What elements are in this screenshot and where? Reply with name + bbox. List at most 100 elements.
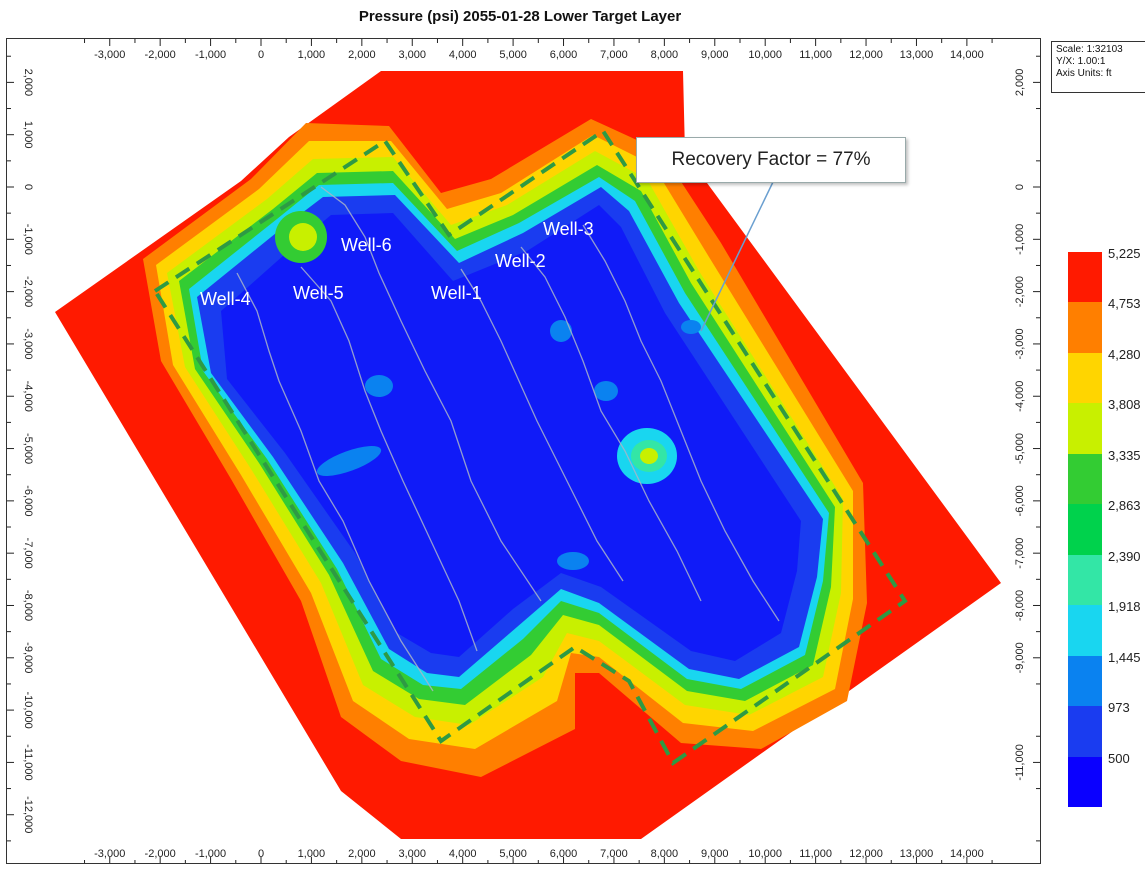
- x-tick-label-bottom: 11,000: [799, 848, 832, 860]
- x-tick-label-bottom: -1,000: [195, 848, 226, 860]
- x-tick-label-top: 8,000: [651, 49, 679, 61]
- x-tick-label-top: -1,000: [195, 49, 226, 61]
- x-tick-label-bottom: 9,000: [701, 848, 729, 860]
- chart-title: Pressure (psi) 2055-01-28 Lower Target L…: [358, 8, 682, 25]
- legend-label: 2,390: [1108, 548, 1141, 564]
- legend-swatch: [1068, 504, 1102, 556]
- x-tick-label-top: 12,000: [849, 49, 883, 61]
- x-tick-label-bottom: 3,000: [398, 848, 426, 860]
- recovery-factor-callout: Recovery Factor = 77%: [636, 137, 906, 183]
- x-tick-label-top: 4,000: [449, 49, 477, 61]
- x-tick-label-top: 9,000: [701, 49, 729, 61]
- legend-swatch: [1068, 252, 1102, 303]
- legend-swatch: [1068, 403, 1102, 455]
- spot-bottom: [557, 552, 589, 570]
- boundary-dashed: [152, 128, 908, 766]
- well-label-well-5: Well-5: [293, 283, 344, 303]
- x-tick-label-top: 5,000: [499, 49, 527, 61]
- well-traces: [236, 186, 780, 692]
- legend-label: 4,280: [1108, 346, 1141, 362]
- well-label-well-2: Well-2: [495, 251, 546, 271]
- x-tick-label-top: 14,000: [950, 49, 984, 61]
- spot-well-2: [550, 320, 572, 342]
- y-tick-label-right: -1,000: [1014, 224, 1026, 255]
- x-tick-label-bottom: 0: [258, 848, 264, 860]
- y-tick-label-right: -3,000: [1014, 328, 1026, 359]
- legend-swatch: [1068, 453, 1102, 505]
- x-tick-label-top: 1,000: [298, 49, 326, 61]
- x-tick-label-bottom: 10,000: [748, 848, 782, 860]
- legend-swatch: [1068, 554, 1102, 606]
- y-tick-label-right: -4,000: [1014, 381, 1026, 412]
- y-tick-label-left: -11,000: [22, 744, 34, 781]
- y-tick-label-right: 2,000: [1014, 69, 1026, 97]
- x-tick-label-bottom: 4,000: [449, 848, 477, 860]
- x-tick-label-bottom: 13,000: [900, 848, 934, 860]
- legend-label: 2,863: [1108, 498, 1141, 514]
- x-tick-label-top: 6,000: [550, 49, 578, 61]
- y-tick-label-right: -2,000: [1014, 276, 1026, 307]
- y-tick-label-right: 0: [1014, 184, 1026, 190]
- legend-label: 4,753: [1108, 296, 1141, 312]
- legend-swatch: [1068, 756, 1102, 808]
- legend-swatch: [1068, 302, 1102, 354]
- x-tick-label-top: -3,000: [94, 49, 125, 61]
- y-tick-label-left: 0: [22, 184, 34, 190]
- x-tick-label-top: 3,000: [398, 49, 426, 61]
- legend-label: 3,808: [1108, 397, 1141, 413]
- y-tick-label-left: -2,000: [22, 276, 34, 307]
- y-tick-label-left: -4,000: [22, 381, 34, 412]
- well-label-well-6: Well-6: [341, 235, 392, 255]
- x-tick-label-bottom: 2,000: [348, 848, 376, 860]
- legend-label: 5,225: [1108, 246, 1141, 261]
- x-tick-label-bottom: 12,000: [849, 848, 883, 860]
- legend-swatch: [1068, 706, 1102, 758]
- axis-labels: -3,000 -3,000 -2,000 -2,000 -1,000 -1,000 0 0 1,…: [22, 49, 1026, 860]
- trace-well-4: [236, 272, 434, 692]
- y-tick-label-right: -7,000: [1014, 538, 1026, 569]
- y-tick-label-left: -3,000: [22, 328, 34, 359]
- well-label-well-1: Well-1: [431, 283, 482, 303]
- spot-left-lower: [316, 446, 382, 476]
- trace-well-2: [520, 246, 702, 602]
- x-tick-label-top: -2,000: [145, 49, 176, 61]
- spot-recovery: [681, 320, 701, 334]
- legend-label: 500: [1108, 750, 1130, 766]
- x-tick-label-top: 11,000: [799, 49, 832, 61]
- y-tick-label-left: 1,000: [22, 121, 34, 149]
- axis-ticks: [7, 39, 1040, 863]
- x-tick-label-bottom: 7,000: [600, 848, 628, 860]
- well-label-well-4: Well-4: [200, 289, 251, 309]
- y-tick-label-right: -8,000: [1014, 590, 1026, 621]
- legend-swatch: [1068, 352, 1102, 404]
- y-tick-label-right: -9,000: [1014, 642, 1026, 673]
- x-tick-label-top: 0: [258, 49, 264, 61]
- y-tick-label-left: 2,000: [22, 69, 34, 97]
- x-tick-label-bottom: 8,000: [651, 848, 679, 860]
- pressure-map: -3,000 -3,000 -2,000 -2,000 -1,000 -1,000 0 0 1,…: [7, 39, 1040, 863]
- trace-well-3: [582, 224, 780, 622]
- y-tick-label-left: -9,000: [22, 642, 34, 673]
- callout-leader: [700, 181, 774, 332]
- y-tick-label-right: -5,000: [1014, 433, 1026, 464]
- y-tick-label-right: -11,000: [1014, 744, 1026, 781]
- x-tick-label-bottom: -2,000: [145, 848, 176, 860]
- y-tick-label-left: -5,000: [22, 433, 34, 464]
- x-tick-label-bottom: 6,000: [550, 848, 578, 860]
- yx-ratio-text: Y/X: 1.00:1: [1056, 56, 1106, 67]
- y-tick-label-left: -12,000: [22, 796, 34, 833]
- x-tick-label-top: 13,000: [900, 49, 934, 61]
- spot-center-right-inner: [640, 448, 658, 464]
- x-tick-label-top: 2,000: [348, 49, 376, 61]
- well-label-well-3: Well-3: [543, 219, 594, 239]
- legend-label: 1,918: [1108, 599, 1141, 615]
- legend-swatch: [1068, 655, 1102, 707]
- x-tick-label-top: 10,000: [748, 49, 782, 61]
- x-tick-label-bottom: 14,000: [950, 848, 984, 860]
- x-tick-label-bottom: -3,000: [94, 848, 125, 860]
- x-tick-label-top: 7,000: [600, 49, 628, 61]
- axis-units-text: Axis Units: ft: [1056, 68, 1112, 79]
- legend-label: 3,335: [1108, 447, 1141, 463]
- x-tick-label-bottom: 1,000: [298, 848, 326, 860]
- x-tick-label-bottom: 5,000: [499, 848, 527, 860]
